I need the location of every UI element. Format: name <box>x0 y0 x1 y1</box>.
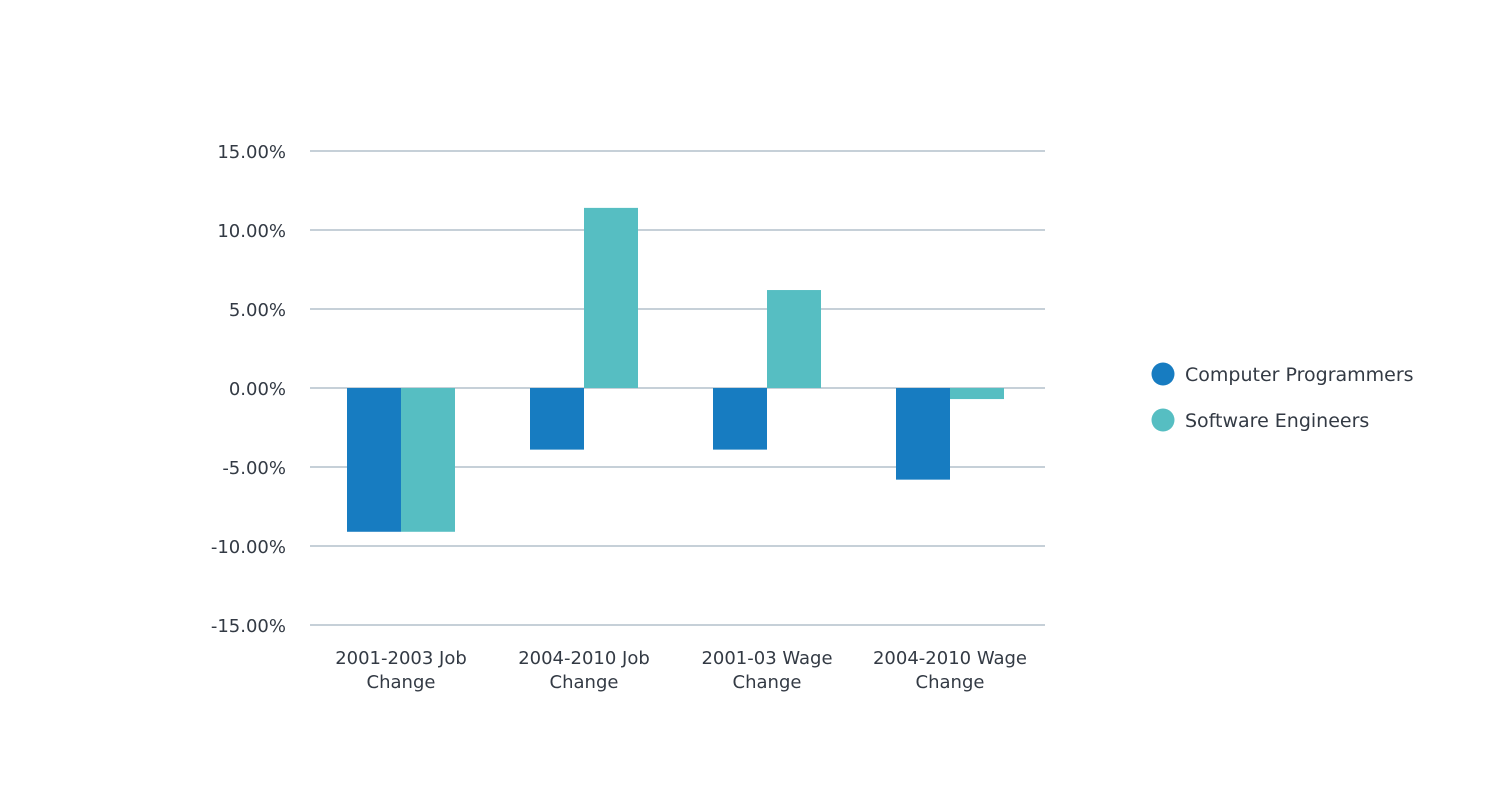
bar-computer-programmers-3 <box>896 388 950 480</box>
legend-swatch <box>1151 362 1175 386</box>
bar-software-engineers-2 <box>767 290 821 388</box>
y-tick-label: -10.00% <box>211 537 286 558</box>
legend-item-computer-programmers: Computer Programmers <box>1151 362 1414 386</box>
bar-software-engineers-1 <box>584 207 638 388</box>
legend: Computer Programmers Software Engineers <box>1151 362 1414 432</box>
legend-swatch <box>1151 408 1175 432</box>
legend-item-software-engineers: Software Engineers <box>1151 408 1369 432</box>
x-tick-label: 2001-2003 Job Change <box>335 648 467 693</box>
x-axis-tick-labels: 2001-2003 Job Change 2004-2010 Job Change 20… <box>335 648 1027 693</box>
bar-software-engineers-3 <box>950 388 1004 400</box>
legend-label: Computer Programmers <box>1185 364 1414 386</box>
x-tick-label: 2001-03 Wage Change <box>701 648 832 693</box>
x-tick-label: 2004-2010 Job Change <box>518 648 650 693</box>
y-tick-label: 10.00% <box>217 221 286 242</box>
legend-label: Software Engineers <box>1185 410 1369 432</box>
y-axis-tick-labels: 15.00% 10.00% 5.00% 0.00% -5.00% -10.00% -15.0… <box>211 142 286 637</box>
bar-computer-programmers-0 <box>347 388 401 532</box>
bar-computer-programmers-2 <box>713 388 767 450</box>
y-tick-label: 15.00% <box>217 142 286 163</box>
bar-software-engineers-0 <box>401 388 455 532</box>
bars <box>347 207 1004 532</box>
x-tick-label: 2004-2010 Wage Change <box>873 648 1027 693</box>
y-tick-label: -15.00% <box>211 616 286 637</box>
y-tick-label: -5.00% <box>222 458 286 479</box>
y-tick-label: 0.00% <box>229 379 286 400</box>
y-tick-label: 5.00% <box>229 300 286 321</box>
bar-computer-programmers-1 <box>530 388 584 450</box>
